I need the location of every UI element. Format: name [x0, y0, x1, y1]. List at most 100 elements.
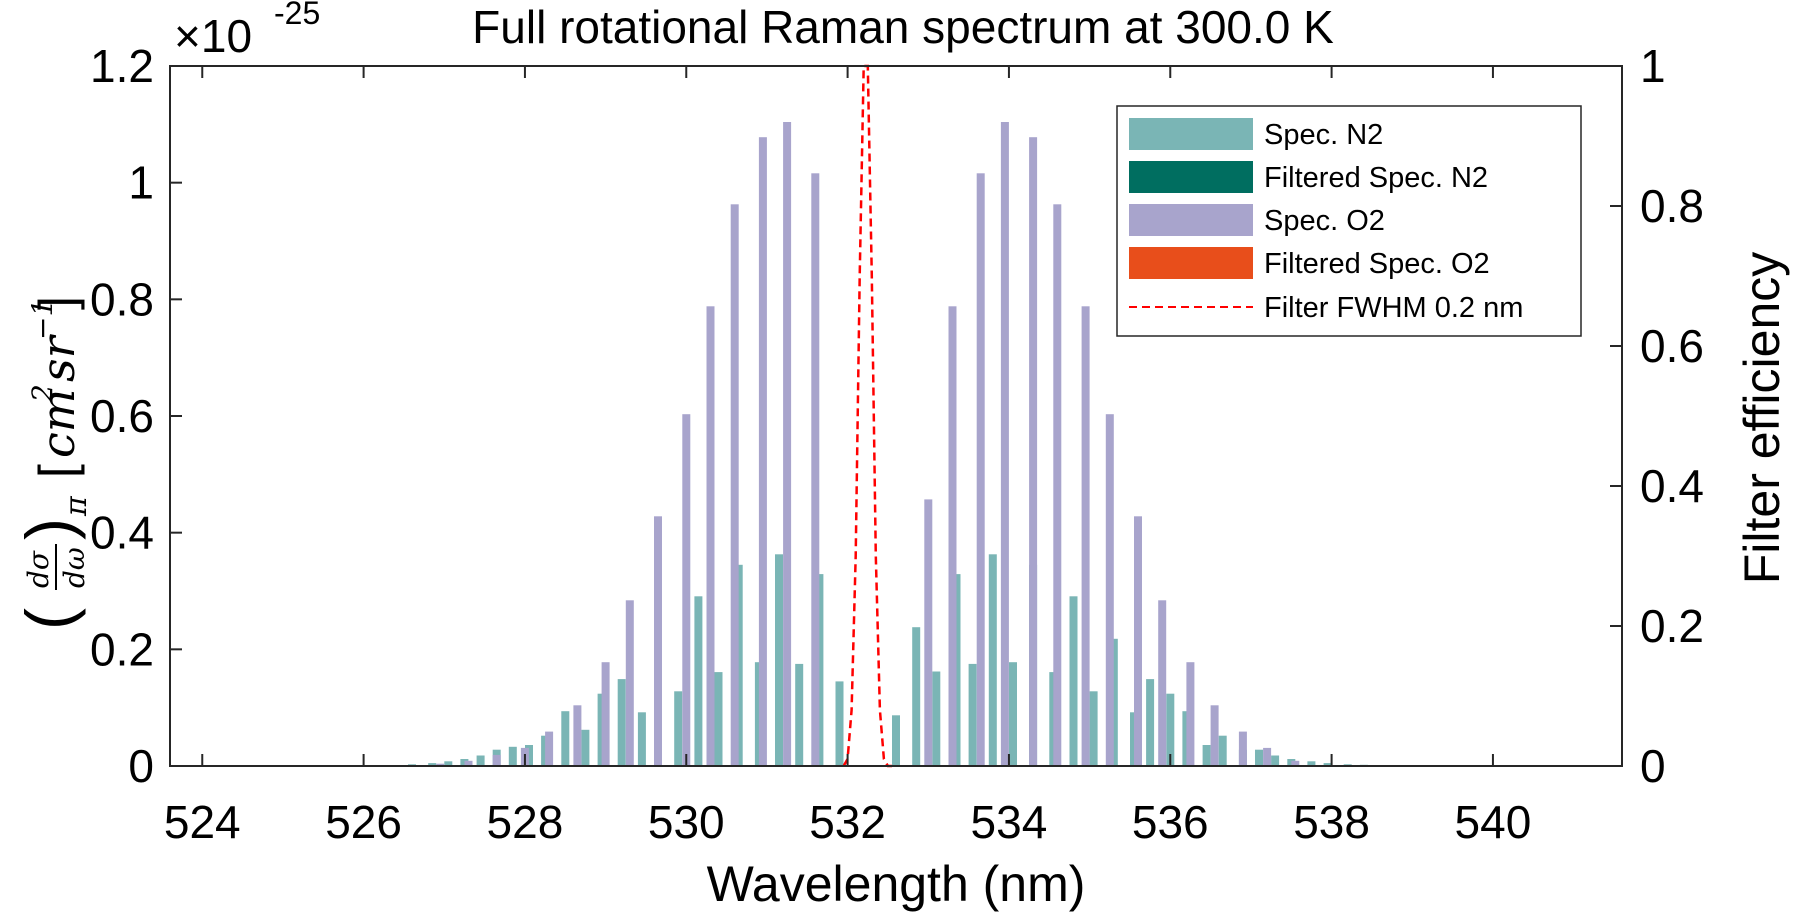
spec-o2-bar: [492, 754, 501, 766]
ylabel-subscript: π: [59, 495, 94, 517]
x-tick-label: 538: [1293, 796, 1370, 848]
spec-o2-bar: [625, 600, 634, 766]
legend-swatch-spec-n2: [1129, 118, 1253, 150]
spec-n2-bar: [637, 712, 646, 766]
spec-n2-bar: [1307, 761, 1316, 766]
spec-n2-bar: [617, 679, 626, 766]
x-tick-label: 530: [648, 796, 725, 848]
spec-n2-bar: [428, 763, 437, 766]
spec-n2-bar: [581, 729, 590, 766]
spec-n2-bar: [795, 663, 804, 766]
spec-n2-bar: [508, 746, 517, 767]
ylabel-units-sr: sr: [31, 333, 85, 382]
spec-n2-bar: [932, 671, 941, 766]
spec-n2-bar: [714, 672, 723, 766]
spec-o2-bar: [948, 306, 957, 766]
x-axis-ticks: 524 526 528 530 532 534 536 538 540: [164, 66, 1531, 848]
y-right-tick-label: 1: [1640, 40, 1666, 92]
legend-label-filtered-n2: Filtered Spec. N2: [1264, 162, 1488, 194]
spec-n2-bar: [1255, 749, 1263, 766]
spec-o2-bar: [758, 137, 767, 766]
ylabel-units-base: cm: [31, 389, 85, 458]
y-left-axis-label: ( dσ dω ) π [ cm 2 sr −1 ]: [12, 296, 94, 630]
spec-o2-bar: [436, 763, 445, 766]
spec-n2-bar: [1202, 745, 1211, 766]
spec-o2-bar: [1210, 705, 1219, 766]
ylabel-units-exponent: 2: [26, 384, 59, 403]
spec-n2-bar: [775, 554, 783, 767]
spec-o2-bar: [1000, 122, 1009, 766]
spec-o2-bar: [1134, 516, 1142, 766]
spec-n2-bar: [968, 663, 977, 766]
spec-n2-bar: [815, 574, 824, 766]
x-tick-label: 524: [164, 796, 241, 848]
spec-n2-bar: [1166, 693, 1175, 766]
paren-open: (: [12, 608, 86, 630]
chart-title: Full rotational Raman spectrum at 300.0 …: [472, 1, 1334, 53]
legend-label-spec-n2: Spec. N2: [1264, 119, 1383, 151]
spec-o2-bar: [1238, 731, 1247, 766]
y-left-tick-label: 0: [128, 740, 154, 792]
spec-o2-bar: [654, 516, 662, 766]
spec-o2-bar: [976, 173, 985, 767]
spec-n2-bar: [1069, 596, 1078, 767]
y-left-tick-label: 0.4: [90, 507, 154, 559]
spec-n2-bar: [988, 554, 997, 767]
spec-n2-bar: [460, 759, 469, 766]
legend-label-filtered-o2: Filtered Spec. O2: [1264, 248, 1490, 280]
spec-n2-bar: [912, 627, 921, 766]
y-right-axis-label: Filter efficiency: [1734, 252, 1790, 585]
spec-o2-bar: [1029, 137, 1038, 766]
x-tick-label: 528: [487, 796, 564, 848]
spec-o2-bar: [1263, 747, 1272, 766]
spec-n2-bar: [694, 596, 703, 767]
x-axis-label: Wavelength (nm): [707, 856, 1086, 912]
ylabel-fraction-denominator: dω: [58, 547, 91, 588]
spec-n2-bar: [525, 745, 533, 766]
spec-o2-bar: [1158, 600, 1167, 766]
spec-o2-bar: [682, 414, 691, 766]
ylabel-fraction-numerator: dσ: [22, 550, 55, 588]
spec-n2-bar: [1218, 735, 1227, 766]
spec-n2-bar: [674, 691, 683, 766]
spec-o2-bar: [783, 122, 792, 766]
spec-n2-bar: [1089, 691, 1098, 766]
spec-n2-bar: [1009, 662, 1017, 766]
spec-n2-bar: [835, 681, 844, 766]
filter-fwhm-line: [842, 64, 892, 768]
legend-swatch-filtered-o2: [1129, 247, 1253, 279]
legend-swatch-spec-o2: [1129, 204, 1253, 236]
spec-o2-bar: [811, 173, 820, 767]
spec-o2-bar: [730, 204, 739, 767]
legend-label-spec-o2: Spec. O2: [1264, 205, 1385, 237]
spec-n2-bar: [1323, 763, 1332, 766]
spec-o2-bar: [464, 760, 473, 767]
spec-o2-bar: [601, 662, 610, 766]
x-tick-label: 532: [809, 796, 886, 848]
legend: Spec. N2 Filtered Spec. N2 Spec. O2 Filt…: [1116, 105, 1582, 337]
spec-o2-bar: [1105, 414, 1114, 766]
bracket-close: ]: [29, 296, 85, 310]
x-tick-label: 534: [971, 796, 1048, 848]
y-left-axis-ticks: 0 0.2 0.4 0.6 0.8 1 1.2: [90, 40, 182, 792]
y-right-axis-ticks: 0 0.2 0.4 0.6 0.8 1: [1610, 40, 1704, 792]
spec-o2-bar: [1291, 760, 1300, 767]
y-multiplier-exponent: -25: [274, 0, 320, 31]
ylabel-units-sr-exponent: −1: [26, 299, 59, 340]
y-left-tick-label: 0.8: [90, 273, 154, 325]
y-left-tick-label: 0.6: [90, 390, 154, 442]
paren-close: ): [12, 518, 86, 540]
y-multiplier-base: ×10: [174, 10, 252, 62]
spec-o2-bar: [1081, 306, 1090, 766]
y-right-tick-label: 0: [1640, 740, 1666, 792]
spec-o2-bar: [545, 731, 554, 766]
y-right-tick-label: 0.4: [1640, 460, 1704, 512]
legend-swatch-filtered-n2: [1129, 161, 1253, 193]
y-right-tick-label: 0.8: [1640, 180, 1704, 232]
spec-n2-bar: [444, 761, 453, 766]
spec-n2-bar: [1146, 679, 1155, 766]
spec-o2-bar: [1186, 662, 1195, 766]
y-right-tick-label: 0.6: [1640, 320, 1704, 372]
legend-label-filter-fwhm: Filter FWHM 0.2 nm: [1264, 292, 1523, 324]
